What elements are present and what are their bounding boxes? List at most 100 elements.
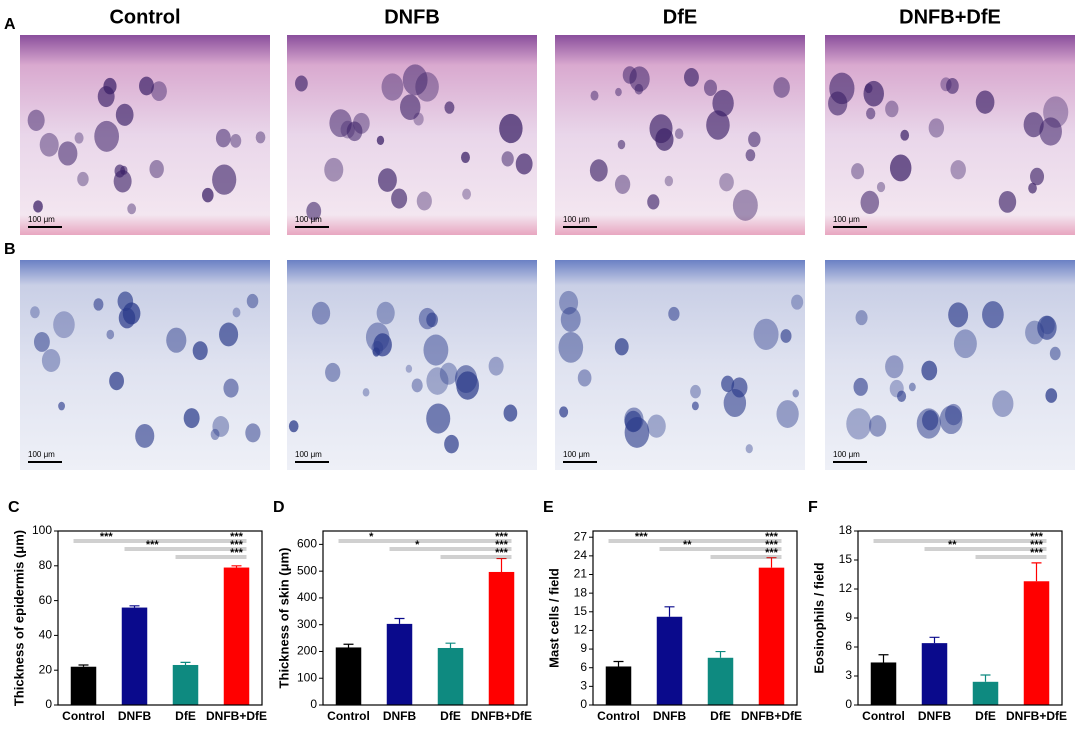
tissue-structure [456,371,479,400]
bar [335,647,362,705]
y-axis-title: Mast cells / field [546,568,561,668]
error-bar [1031,562,1042,582]
x-tick-label: DfE [175,709,196,723]
tissue-structure [719,173,734,192]
micrograph [555,260,805,470]
tissue-structure [166,327,187,353]
bar [488,571,515,705]
bar [121,607,148,705]
tissue-structure [1043,96,1069,128]
tissue-structure [418,307,436,330]
tissue-structure [353,112,370,134]
y-tick-label: 500 [297,563,317,577]
tissue-structure [219,322,239,347]
tissue-structure [928,118,945,138]
tissue-structure [423,334,449,366]
bar [172,664,199,705]
tissue-structure [288,420,299,433]
tissue-structure [745,149,756,162]
tissue-structure [780,329,792,343]
x-tick-label: Control [862,709,905,723]
tissue-structure [411,378,423,393]
tissue-structure [215,128,231,148]
y-tick-label: 6 [845,639,852,653]
micrograph [287,260,537,470]
tissue-structure [373,333,392,357]
tissue-structure [426,403,451,434]
significance-label: * [369,531,374,543]
error-bar [664,606,675,617]
tissue-structure [897,390,907,402]
tissue-structure [1039,117,1062,146]
bar [921,643,948,705]
panel-label: F [808,499,818,516]
y-tick-label: 400 [297,590,317,604]
y-tick-label: 600 [297,537,317,551]
tissue-structure [649,114,673,144]
significance-line [659,547,782,551]
significance-line [124,547,247,551]
significance-label: *** [495,539,509,551]
y-tick-label: 60 [39,593,53,607]
significance-line [175,555,247,559]
significance-line [924,547,1047,551]
tissue-structure [255,131,266,144]
tissue-structure [792,389,799,398]
tissue-structure [668,306,680,321]
x-tick-label: DfE [440,709,461,723]
tissue-structure [828,91,848,116]
significance-label: *** [1030,539,1044,551]
tissue-structure [860,190,880,214]
tissue-structure [791,294,804,310]
tissue-structure [377,168,397,192]
y-tick-label: 300 [297,617,317,631]
tissue-structure [723,388,747,418]
tissue-structure [346,121,363,142]
scale-bar-label: 100 μm [563,450,590,459]
significance-label: *** [1030,531,1044,543]
tissue-structure [748,131,761,148]
tissue-structure [614,338,629,356]
plot-frame [322,530,528,706]
y-tick-label: 18 [839,523,853,537]
tissue-structure [1049,346,1061,361]
y-tick-label: 3 [580,679,587,693]
tissue-structure [674,128,684,140]
tissue-structure [325,362,341,382]
y-tick-label: 15 [839,552,853,566]
tissue-structure [362,388,370,397]
tissue-structure [851,163,865,180]
tissue-structure [992,390,1014,417]
y-tick-label: 100 [297,670,317,684]
tissue-structure [1030,167,1045,186]
tissue-structure [615,87,622,97]
tissue-structure [559,406,569,418]
tissue-structure [311,301,331,325]
tissue-structure [560,307,581,332]
bar [70,666,97,705]
tissue-structure [647,414,666,438]
tissue-structure [460,151,470,163]
tissue-structure [617,139,626,150]
tissue-structure [776,400,799,428]
significance-line [975,555,1047,559]
significance-line [440,555,512,559]
y-tick-label: 40 [39,628,53,642]
bar [870,662,897,705]
x-tick-label: DNFB [383,709,417,723]
tissue-structure [183,408,200,429]
tissue-structure [109,371,124,391]
significance-label: * [415,539,420,551]
tissue-structure [503,404,518,422]
tissue-structure [151,81,167,102]
tissue-structure [462,188,472,200]
column-title: DNFB [384,6,440,28]
tissue-structure [376,301,395,325]
plot-frame [592,530,798,706]
tissue-structure [426,367,449,395]
tissue-structure [690,384,701,399]
y-tick-label: 0 [580,697,587,711]
y-tick-label: 3 [845,668,852,682]
tissue-structure [855,310,868,326]
y-tick-label: 20 [39,662,53,676]
